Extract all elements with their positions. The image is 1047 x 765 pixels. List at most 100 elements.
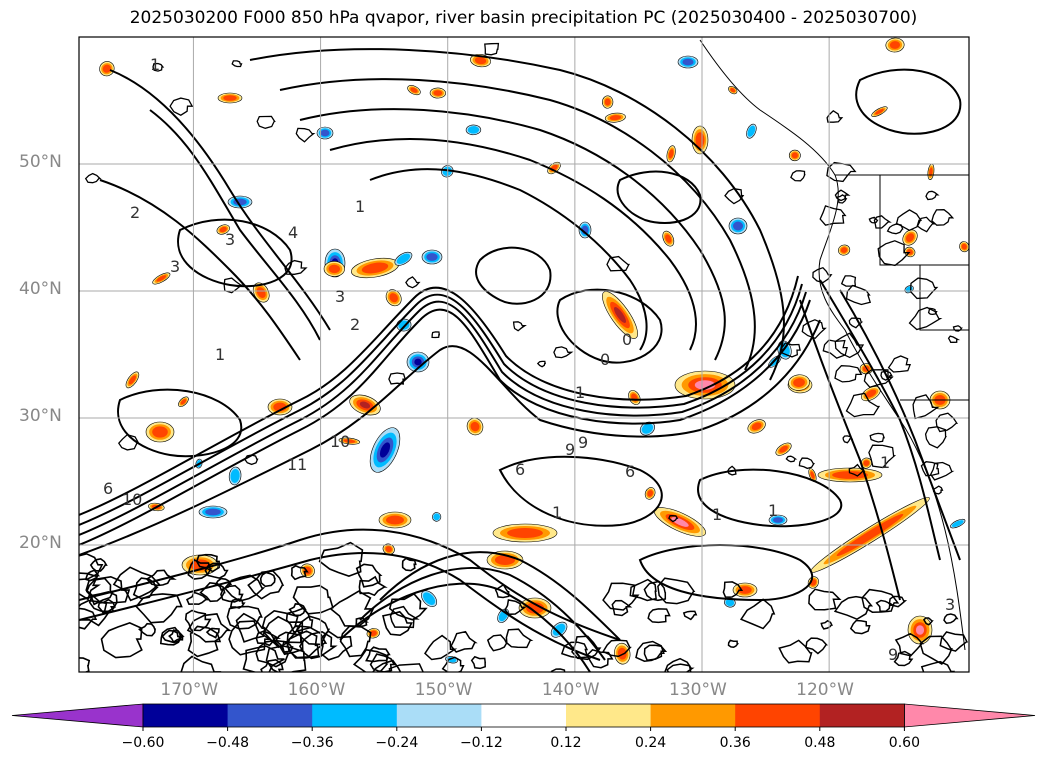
precip-anomaly-patch [860, 457, 873, 469]
qvapor-contour [180, 655, 222, 672]
state-boundary [835, 174, 969, 401]
qvapor-contour [339, 582, 591, 672]
contour-label: 3 [170, 257, 180, 276]
colorbar-segment [650, 704, 736, 727]
qvapor-contour [235, 612, 266, 643]
qvapor-contour [359, 567, 606, 661]
qvapor-contour [431, 331, 441, 339]
precip-anomaly-patch [768, 514, 788, 526]
qvapor-contour [279, 78, 756, 371]
qvapor-contour [647, 608, 671, 624]
colorbar-tick-label: 0.60 [888, 735, 920, 751]
qvapor-contour [185, 591, 210, 606]
qvapor-contour [401, 557, 417, 572]
qvapor-contour [85, 577, 115, 606]
qvapor-contour [138, 622, 157, 637]
precip-anomaly-patch [316, 126, 334, 140]
precip-anomaly-patch [724, 597, 736, 608]
precip-anomaly-patch [950, 518, 966, 529]
qvapor-contour [117, 433, 140, 451]
qvapor-contour [152, 62, 165, 72]
qvapor-contour [875, 599, 893, 613]
precip-anomaly-patch [466, 417, 484, 436]
colorbar-frame [142, 703, 905, 728]
qvapor-contour [868, 216, 879, 224]
colorbar-segment [312, 704, 398, 727]
qvapor-contour [355, 563, 383, 588]
qvapor-contour [790, 170, 806, 182]
qvapor-contour [99, 179, 301, 361]
lon-label: 130°W [669, 680, 727, 700]
qvapor-contour [909, 277, 939, 300]
precip-anomaly-patch [602, 95, 614, 109]
precip-anomaly-patch [152, 272, 171, 285]
contour-label: 1 [355, 197, 365, 216]
precip-anomaly-patch [406, 351, 430, 373]
colorbar-segment [735, 704, 821, 727]
precip-anomaly-patch [145, 421, 175, 443]
lon-label: 170°W [160, 680, 219, 700]
precip-anomaly-patch [614, 642, 631, 665]
qvapor-contour [682, 610, 698, 621]
precip-anomaly-patch [639, 421, 655, 436]
qvapor-contour [947, 335, 961, 343]
qvapor-contour [259, 571, 276, 588]
qvapor-contour [873, 215, 892, 229]
qvapor-contour [79, 551, 601, 661]
qvapor-contour [242, 645, 285, 672]
contour-label: 1 [880, 453, 890, 472]
qvapor-contour [288, 603, 307, 617]
precip-anomaly-patch [747, 419, 766, 434]
qvapor-contour [365, 646, 391, 663]
qvapor-contour [833, 595, 874, 621]
contour-label: 3 [225, 230, 235, 249]
precip-anomaly-patch [217, 92, 243, 104]
precip-anomaly-patch [838, 244, 851, 256]
qvapor-contour [925, 190, 940, 201]
qvapor-contour [256, 115, 276, 129]
qvapor-contour [299, 108, 726, 361]
precip-anomaly-patch [728, 217, 748, 235]
qvapor-contour [85, 575, 131, 604]
lon-label: 120°W [796, 680, 854, 700]
qvapor-contour [231, 60, 243, 68]
colorbar-extend-high [904, 703, 1036, 728]
qvapor-contour [869, 432, 886, 443]
contour-label: 9 [578, 433, 588, 452]
qvapor-contour [195, 553, 220, 573]
qvapor-contour [840, 275, 857, 287]
coastlines [699, 39, 969, 651]
qvapor-contour [355, 616, 369, 628]
qvapor-contour [169, 97, 194, 116]
contour-label: 2 [350, 315, 360, 334]
qvapor-contour [145, 569, 177, 587]
qvapor-contour [932, 485, 944, 495]
qvapor-contour [952, 325, 963, 332]
lat-label: 50°N [19, 152, 62, 172]
precip-anomaly-patch [604, 112, 626, 123]
precip-anomaly-patch [959, 241, 969, 253]
qvapor-contour [295, 127, 316, 143]
precip-anomaly-patch [674, 370, 736, 400]
precip-anomaly-patch [252, 282, 270, 303]
lat-label: 20°N [19, 533, 62, 553]
qvapor-contour [919, 635, 953, 665]
contour-label: 6 [515, 460, 525, 479]
lon-label: 150°W [414, 680, 473, 700]
qvapor-contour [643, 644, 668, 662]
qvapor-contour [868, 444, 897, 469]
qvapor-contour [79, 319, 821, 556]
precip-anomaly-patch [378, 511, 412, 529]
qvapor-contour [186, 613, 232, 643]
precip-anomaly-patch [351, 257, 399, 279]
qvapor-contour [877, 240, 911, 267]
qvapor-contour [931, 209, 955, 226]
qvapor-contour [842, 435, 854, 444]
qvapor-contour [247, 570, 285, 600]
precip-anomaly-patch [871, 106, 888, 117]
qvapor-contour [450, 630, 478, 653]
qvapor-contour [616, 170, 702, 224]
contour-label: 1 [215, 345, 225, 364]
gridlines [79, 37, 969, 672]
precip-anomaly-patch [228, 466, 242, 486]
